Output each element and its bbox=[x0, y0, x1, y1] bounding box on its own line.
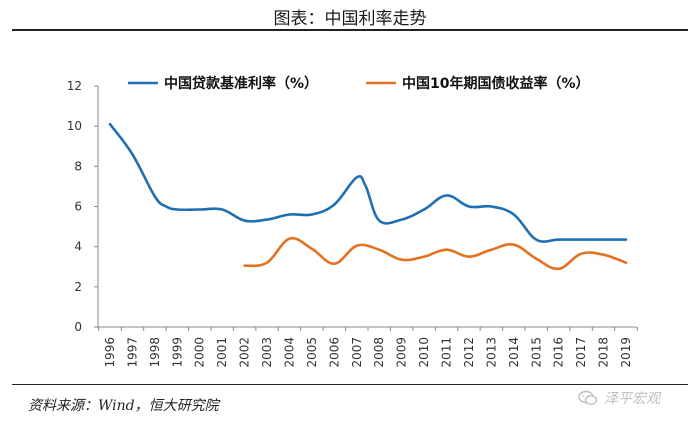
watermark: 泽平宏观 bbox=[578, 388, 660, 408]
y-tick-label: 4 bbox=[74, 240, 82, 254]
x-tick-label: 1997 bbox=[125, 337, 139, 368]
x-tick-label: 2013 bbox=[484, 337, 498, 368]
bond-yield-line bbox=[243, 236, 628, 271]
x-tick-label: 2010 bbox=[417, 337, 431, 368]
x-tick-label: 2019 bbox=[619, 337, 633, 368]
y-tick-label: 0 bbox=[74, 320, 82, 334]
x-tick-label: 2004 bbox=[282, 337, 296, 368]
x-tick-label: 2014 bbox=[507, 337, 521, 368]
axes bbox=[97, 86, 637, 328]
legend: 中国贷款基准利率（%） 中国10年期国债收益率（%） bbox=[128, 75, 590, 92]
x-tick-label: 1999 bbox=[170, 337, 184, 368]
y-tick-label: 2 bbox=[74, 280, 82, 294]
y-tick-label: 6 bbox=[74, 200, 82, 214]
x-tick-label: 2008 bbox=[372, 337, 386, 368]
loan-rate-line bbox=[108, 122, 628, 243]
x-tick-label: 2007 bbox=[350, 337, 364, 368]
x-tick-label: 2018 bbox=[597, 337, 611, 368]
x-tick-label: 2003 bbox=[260, 337, 274, 368]
x-tick-label: 1996 bbox=[103, 337, 117, 368]
x-tick-label: 2011 bbox=[440, 337, 454, 368]
x-tick-label: 2009 bbox=[395, 337, 409, 368]
line-chart: 0 2 4 6 8 10 12 1996 1997 1998 1999 2000 2001 2002 20… bbox=[67, 75, 638, 368]
x-tick-label: 2016 bbox=[552, 337, 566, 368]
bottom-rule bbox=[12, 384, 688, 385]
x-tick-label: 1998 bbox=[148, 337, 162, 368]
legend-label: 中国10年期国债收益率（%） bbox=[402, 75, 590, 92]
legend-label: 中国贷款基准利率（%） bbox=[164, 75, 318, 92]
x-tick-label: 2017 bbox=[574, 337, 588, 368]
series-lines bbox=[108, 122, 628, 271]
watermark-text: 泽平宏观 bbox=[604, 391, 660, 407]
x-tick-label: 2015 bbox=[529, 337, 543, 368]
x-tick-label: 2005 bbox=[305, 337, 319, 368]
x-tick-label: 2012 bbox=[462, 337, 476, 368]
y-tick-label: 10 bbox=[67, 119, 82, 133]
x-tick-label: 2006 bbox=[327, 337, 341, 368]
x-tick-label: 2000 bbox=[193, 337, 207, 368]
source-note: 资料来源：Wind，恒大研究院 bbox=[28, 398, 219, 414]
x-axis-ticks: 1996 1997 1998 1999 2000 2001 2002 2003 2004 2005… bbox=[98, 327, 638, 368]
y-tick-label: 12 bbox=[67, 79, 82, 93]
x-tick-label: 2001 bbox=[215, 337, 229, 368]
top-rule bbox=[12, 29, 688, 31]
y-axis-ticks: 0 2 4 6 8 10 12 bbox=[67, 79, 98, 334]
x-tick-label: 2002 bbox=[238, 337, 252, 368]
chart-title: 图表：中国利率走势 bbox=[273, 9, 427, 29]
y-tick-label: 8 bbox=[74, 159, 82, 173]
wechat-icon bbox=[578, 390, 598, 405]
